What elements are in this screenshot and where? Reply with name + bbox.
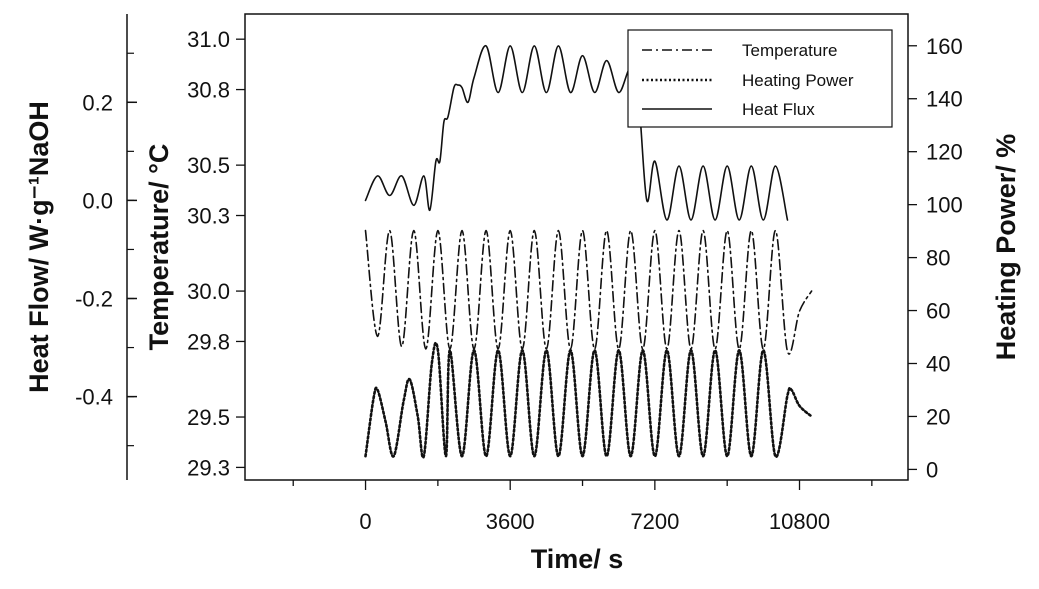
temperature-tick-label: 29.3: [187, 455, 230, 480]
power-tick-label: 140: [926, 87, 963, 112]
x-tick-label: 0: [359, 509, 371, 534]
x-axis-ticks: 0 3600 7200 10800: [292, 480, 873, 534]
power-axis-title: Heating Power/ %: [991, 134, 1021, 361]
series-line-heat-flux: [364, 45, 789, 221]
power-tick-label: 80: [926, 246, 950, 271]
power-tick-label: 40: [926, 352, 950, 377]
temperature-tick-label: 31.0: [187, 27, 230, 52]
x-axis-title: Time/ s: [531, 544, 624, 574]
temperature-tick-label: 29.5: [187, 405, 230, 430]
power-tick-label: 120: [926, 140, 963, 165]
temperature-tick-label: 30.3: [187, 204, 230, 229]
series-line-heating-power: [364, 341, 813, 459]
legend: Temperature Heating Power Heat Flux: [627, 29, 893, 128]
temperature-axis-ticks: 31.0 30.8 30.5 30.3 30.0 29.8 29.5 29.3: [187, 27, 245, 480]
legend-label-heat-flux: Heat Flux: [742, 100, 815, 119]
legend-label-heating-power: Heating Power: [742, 71, 854, 90]
legend-label-temperature: Temperature: [742, 41, 837, 60]
x-tick-label: 7200: [630, 509, 679, 534]
temperature-tick-label: 30.8: [187, 78, 230, 103]
temperature-tick-label: 29.8: [187, 329, 230, 354]
heat-flow-tick-label: 0.2: [82, 90, 113, 115]
power-axis-ticks: 160 140 120 100 80 60 40 20 0: [908, 34, 963, 482]
power-tick-label: 0: [926, 457, 938, 482]
heat-flow-tick-label: -0.4: [75, 385, 113, 410]
power-tick-label: 20: [926, 404, 950, 429]
power-tick-label: 160: [926, 34, 963, 59]
temperature-tick-label: 30.5: [187, 153, 230, 178]
power-tick-label: 100: [926, 193, 963, 218]
series-line-temperature: [364, 229, 813, 355]
heat-flow-tick-label: -0.2: [75, 287, 113, 312]
heat-flow-tick-label: 0.0: [82, 188, 113, 213]
series-lines: [364, 45, 813, 459]
power-tick-label: 60: [926, 299, 950, 324]
plot-frame: [244, 13, 909, 481]
temperature-tick-label: 30.0: [187, 279, 230, 304]
legend-box: [627, 29, 893, 128]
heat-flow-axis-title: Heat Flow/ W·g⁻¹NaOH: [24, 101, 54, 393]
x-tick-label: 10800: [769, 509, 830, 534]
temperature-axis-title: Temperature/ °C: [144, 144, 174, 351]
heat-flow-axis-ticks: 0.2 0.0 -0.2 -0.4: [75, 52, 137, 447]
x-tick-label: 3600: [486, 509, 535, 534]
